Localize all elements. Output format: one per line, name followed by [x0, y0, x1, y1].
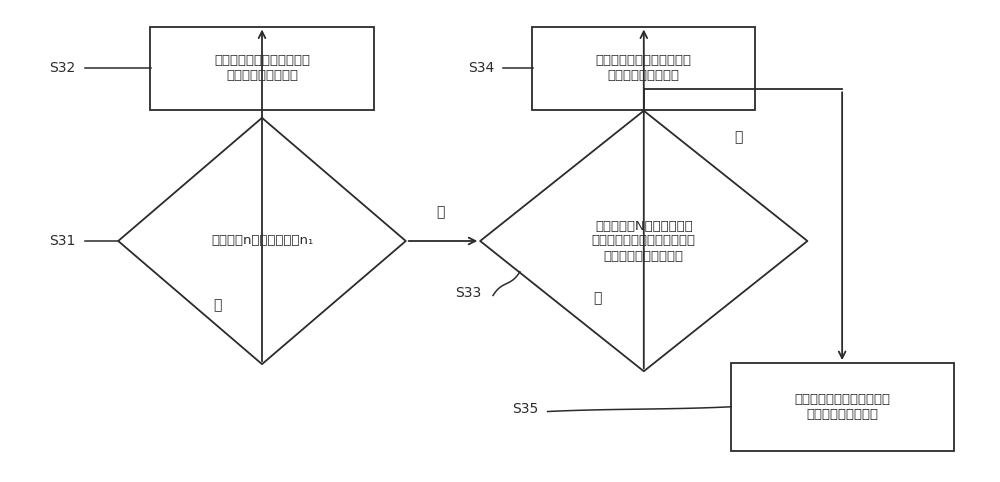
Text: S35: S35: [512, 402, 538, 416]
Bar: [731, 363, 954, 451]
Text: 是: 是: [213, 298, 222, 312]
Text: 下一运行周期控制所述压缩
机活塞运行行程不变: 下一运行周期控制所述压缩 机活塞运行行程不变: [794, 393, 890, 421]
Text: S34: S34: [468, 61, 495, 75]
Text: 判断所述前N个运行周期内
是否有任一运行周期的压缩机
开机时间大于预设时间: 判断所述前N个运行周期内 是否有任一运行周期的压缩机 开机时间大于预设时间: [592, 219, 696, 263]
Text: S31: S31: [49, 234, 75, 248]
Text: 判断所述n是否小于等于n₁: 判断所述n是否小于等于n₁: [211, 235, 313, 247]
Text: 否: 否: [436, 206, 445, 220]
Polygon shape: [118, 118, 406, 364]
Text: S32: S32: [49, 61, 75, 75]
Text: 下一运行周期控制所述压缩
机活塞运行行程增大: 下一运行周期控制所述压缩 机活塞运行行程增大: [596, 54, 692, 82]
Text: 是: 是: [593, 291, 601, 305]
Text: 否: 否: [734, 130, 742, 144]
Text: S33: S33: [455, 286, 482, 300]
Polygon shape: [480, 111, 807, 371]
Text: 下一运行周期控制所述压缩
机活塞运行行程减小: 下一运行周期控制所述压缩 机活塞运行行程减小: [214, 54, 310, 82]
Bar: [150, 27, 374, 109]
Bar: [532, 27, 755, 109]
